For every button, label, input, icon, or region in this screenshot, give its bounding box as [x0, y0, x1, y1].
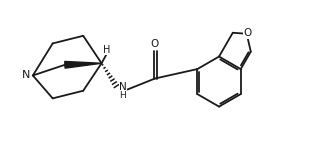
- Text: N: N: [22, 71, 30, 81]
- Polygon shape: [65, 61, 101, 68]
- Text: H: H: [103, 45, 110, 55]
- Text: O: O: [151, 39, 159, 49]
- Text: H: H: [119, 91, 126, 100]
- Text: O: O: [243, 28, 252, 38]
- Text: N: N: [119, 82, 127, 92]
